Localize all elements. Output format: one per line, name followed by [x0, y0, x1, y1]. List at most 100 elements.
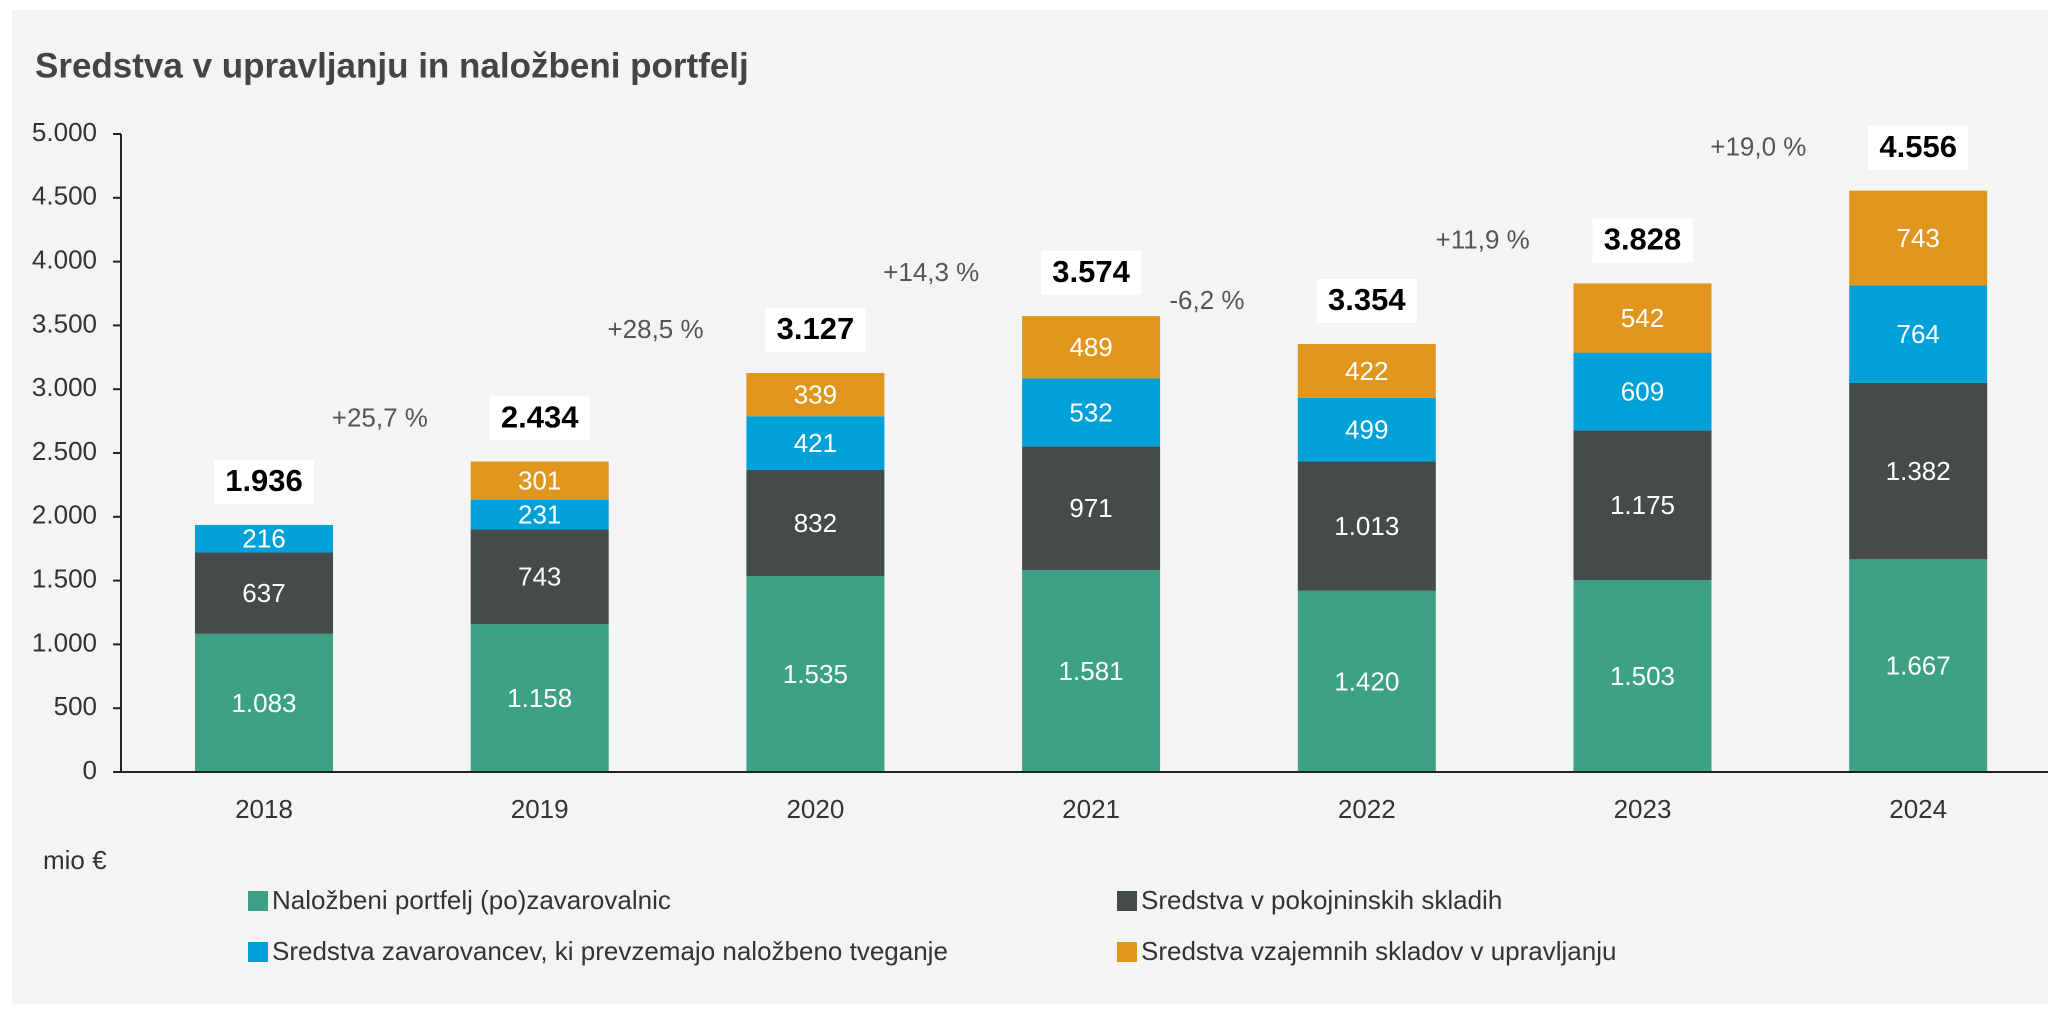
total-label: 4.556 [1879, 129, 1957, 164]
total-label: 3.828 [1604, 222, 1682, 257]
bar-segment [746, 576, 885, 772]
total-label: 3.354 [1328, 282, 1406, 317]
growth-label: +11,9 % [1436, 224, 1530, 254]
bar-value-label: 339 [794, 379, 837, 409]
total-label-box [214, 459, 314, 504]
y-tick-label: 1.500 [32, 563, 97, 593]
bar-value-label: 231 [518, 500, 561, 530]
y-unit-label: mio € [43, 845, 107, 875]
legend-swatch [1117, 891, 1137, 911]
y-tick-label: 0 [83, 755, 97, 785]
y-tick-label: 500 [54, 691, 97, 721]
bar-value-label: 1.420 [1334, 666, 1399, 696]
bar-value-label: 971 [1069, 493, 1112, 523]
bar-value-label: 489 [1069, 332, 1112, 362]
bar-segment [1849, 285, 1988, 383]
bar-segment [470, 461, 609, 500]
bar-segment [1573, 352, 1712, 431]
bar-segment [195, 552, 333, 634]
y-tick-label: 4.500 [32, 181, 97, 211]
y-tick-label: 3.000 [32, 372, 97, 402]
bar-value-label: 421 [794, 428, 837, 458]
x-tick-label: 2022 [1338, 794, 1396, 824]
bar-value-label: 832 [794, 508, 837, 538]
y-tick-label: 4.000 [32, 244, 97, 274]
bar-segment [746, 416, 885, 470]
legend-label: Sredstva vzajemnih skladov v upravljanju [1141, 936, 1616, 966]
bar-segment [470, 499, 609, 530]
bar-value-label: 1.382 [1886, 456, 1951, 486]
bar-segment [1022, 446, 1161, 571]
bar-value-label: 1.503 [1610, 661, 1675, 691]
bar-segment [1573, 430, 1712, 581]
bar-value-label: 1.013 [1334, 511, 1399, 541]
bar-value-label: 1.175 [1610, 490, 1675, 520]
bar-value-label: 1.158 [507, 683, 572, 713]
bar-segment [1297, 397, 1436, 462]
bar-segment [1573, 580, 1712, 772]
bar-segment [1297, 461, 1436, 591]
total-label: 1.936 [225, 463, 303, 498]
bar-value-label: 301 [518, 466, 561, 496]
y-tick-label: 5.000 [32, 117, 97, 147]
total-label: 3.127 [777, 311, 855, 346]
legend-swatch [1117, 942, 1137, 962]
x-tick-label: 2019 [511, 794, 569, 824]
total-label-box [765, 307, 866, 352]
growth-label: +14,3 % [883, 257, 979, 287]
x-tick-label: 2021 [1062, 794, 1120, 824]
x-tick-label: 2020 [786, 794, 844, 824]
x-tick-label: 2018 [235, 794, 293, 824]
total-label-box [489, 396, 590, 441]
bar-segment [1297, 590, 1436, 772]
bar-value-label: 764 [1897, 319, 1940, 349]
legend-swatch [248, 942, 268, 962]
y-tick-label: 2.000 [32, 500, 97, 530]
bar-value-label: 1.083 [231, 688, 296, 718]
bar-value-label: 743 [1897, 223, 1940, 253]
bar-segment [1849, 190, 1988, 286]
bar-segment [195, 524, 333, 553]
bar-segment [1297, 344, 1436, 398]
bar-value-label: 1.535 [783, 659, 848, 689]
bar-value-label: 1.667 [1886, 651, 1951, 681]
bar-segment [470, 529, 609, 625]
bar-value-label: 743 [518, 562, 561, 592]
bar-value-label: 637 [242, 578, 285, 608]
y-tick-label: 2.500 [32, 436, 97, 466]
total-label-box [1316, 279, 1417, 324]
bar-segment [1022, 378, 1161, 447]
total-label: 3.574 [1052, 254, 1130, 289]
bar-value-label: 499 [1345, 415, 1388, 445]
growth-label: +19,0 % [1710, 132, 1806, 162]
bar-value-label: 532 [1069, 397, 1112, 427]
growth-label: +25,7 % [332, 402, 428, 432]
bar-value-label: 542 [1621, 303, 1664, 333]
legend-label: Sredstva v pokojninskih skladih [1141, 885, 1502, 915]
y-tick-label: 1.000 [32, 627, 97, 657]
y-tick-label: 3.500 [32, 308, 97, 338]
growth-label: +28,5 % [607, 314, 703, 344]
total-label-box [1041, 250, 1142, 295]
bar-segment [746, 469, 885, 577]
bar-segment [1022, 316, 1161, 379]
bar-segment [470, 624, 609, 772]
growth-label: -6,2 % [1169, 285, 1244, 315]
bar-value-label: 216 [242, 524, 285, 554]
x-tick-label: 2023 [1614, 794, 1672, 824]
bar-segment [1022, 570, 1161, 772]
bar-segment [1849, 382, 1988, 560]
bar-value-label: 609 [1621, 376, 1664, 406]
bar-segment [1573, 283, 1712, 353]
bar-segment [1849, 559, 1988, 772]
bar-value-label: 1.581 [1059, 656, 1124, 686]
legend-label: Sredstva zavarovancev, ki prevzemajo nal… [272, 936, 948, 966]
x-tick-label: 2024 [1889, 794, 1947, 824]
total-label: 2.434 [501, 400, 579, 435]
legend-label: Naložbeni portfelj (po)zavarovalnic [272, 885, 671, 915]
bar-value-label: 422 [1345, 356, 1388, 386]
bar-segment [195, 633, 333, 772]
bar-segment [746, 372, 885, 417]
legend-swatch [248, 891, 268, 911]
